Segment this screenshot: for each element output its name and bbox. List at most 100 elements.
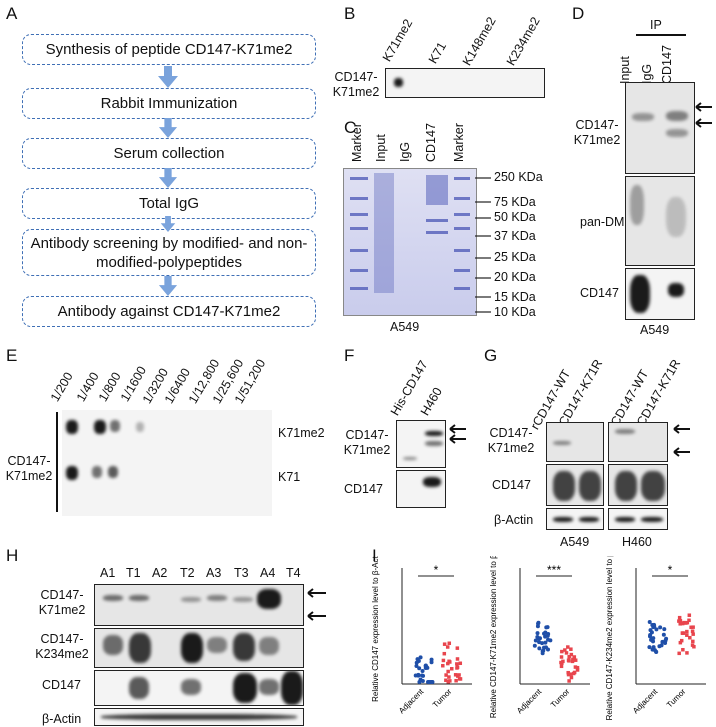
adjacent-point [536,636,541,641]
lane-label: K148me2 [459,14,499,68]
flow-step: Serum collection [22,138,316,169]
tumor-point [566,670,570,675]
down-arrow-icon [158,168,178,188]
blot-f-cd147 [396,470,446,508]
y-axis-label: Relative CD147-K71me2 expression level t… [489,556,498,718]
lane-label: Marker [452,123,466,162]
adjacent-point [430,680,435,684]
tumor-point [458,677,463,681]
tumor-point [570,659,575,664]
adjacent-point [658,625,663,630]
blot-g-h460-actin [608,508,668,530]
dilution-label: 1/400 [73,369,102,404]
lane-label: IgG [398,141,412,162]
adjacent-point [663,641,668,646]
tumor-point [441,658,446,663]
lane-label: Marker [350,123,364,162]
tumor-point [681,647,685,652]
lane-label: T2 [180,566,195,580]
x-tick-label: Tumor [665,687,688,710]
tumor-point [680,621,685,626]
flow-step: Total IgG [22,188,316,219]
tumor-point [442,651,447,656]
row-label: CD147-K234me2 [35,632,89,661]
adjacent-point [536,620,541,625]
tumor-point [453,673,458,677]
tumor-point [573,665,578,669]
adjacent-point [648,628,653,633]
adjacent-point [654,649,659,654]
arrow-left-icon [695,102,712,128]
adjacent-point [417,680,422,684]
blot-g-a549-actin [546,508,604,530]
adjacent-point [647,634,652,639]
tumor-point [690,643,695,647]
tumor-point [450,667,454,671]
panel-label-d: D [572,4,585,23]
lane-label: H460 [417,385,445,418]
tumor-point [446,680,451,684]
row-label: CD147 [492,478,531,492]
blot-g-h460-k71me2 [608,422,668,462]
tumor-point [455,646,460,650]
adjacent-point [413,673,418,678]
tumor-point [687,618,691,623]
adjacent-point [659,643,664,648]
panel-label-b: B [344,4,356,23]
blot-h-actin [94,708,304,726]
tumor-point [688,635,692,640]
row-label: CD147 [580,286,619,300]
tumor-point [575,668,580,672]
tumor-point [566,658,571,663]
adjacent-point [647,645,652,650]
tumor-point [691,632,695,636]
row-label: CD147-K71me2 [343,428,391,457]
tumor-point [685,651,689,655]
panel-label-f: F [344,346,355,365]
adjacent-point [664,636,669,641]
adjacent-point [661,632,666,637]
adjacent-point [420,669,425,674]
x-tick-label: Tumor [431,687,454,710]
tumor-point [691,639,695,644]
tumor-point [447,641,452,645]
blot-g-a549-cd147 [546,464,604,506]
tumor-point [561,659,565,664]
down-arrow-icon [158,276,178,296]
ip-bar [636,34,686,36]
x-tick-label: Adjacent [515,687,544,716]
adjacent-point [543,640,548,645]
cell-label: A549 [640,323,670,337]
adjacent-point [532,643,537,648]
ip-label: IP [650,18,662,32]
row-label: CD147-K71me2 [573,118,621,147]
flow-step: Rabbit Immunization [22,88,316,119]
flow-step: Antibody screening by modified- and non-… [22,229,316,276]
tumor-point [567,655,571,659]
dot-blot-b [385,68,545,98]
tumor-point [685,633,689,637]
tumor-point [689,625,693,630]
row-label: K71me2 [278,426,325,440]
adjacent-point [545,633,550,638]
blot-h-k71me2 [94,584,304,626]
lane-label: K234me2 [503,14,543,68]
flow-step: Synthesis of peptide CD147-K71me2 [22,34,316,65]
down-arrow-icon [158,66,178,88]
lane-label: A3 [206,566,222,580]
adjacent-point [647,619,652,624]
blot-f-k71me2 [396,420,446,468]
tumor-point [446,661,450,666]
dot-blot-e [62,410,272,516]
adjacent-point [652,622,657,627]
lane-label: T3 [234,566,249,580]
y-axis-label: Relative CD147-K234me2 expression level … [605,556,614,720]
blot-h-k234me2 [94,628,304,668]
row-label: CD147-K71me2 [487,426,535,455]
adjacent-point [662,627,667,632]
blot-d-pandm [625,176,695,266]
bracket [56,412,58,512]
tumor-point [455,665,460,670]
blot-g-h460-cd147 [608,464,668,506]
adjacent-point [535,631,540,636]
